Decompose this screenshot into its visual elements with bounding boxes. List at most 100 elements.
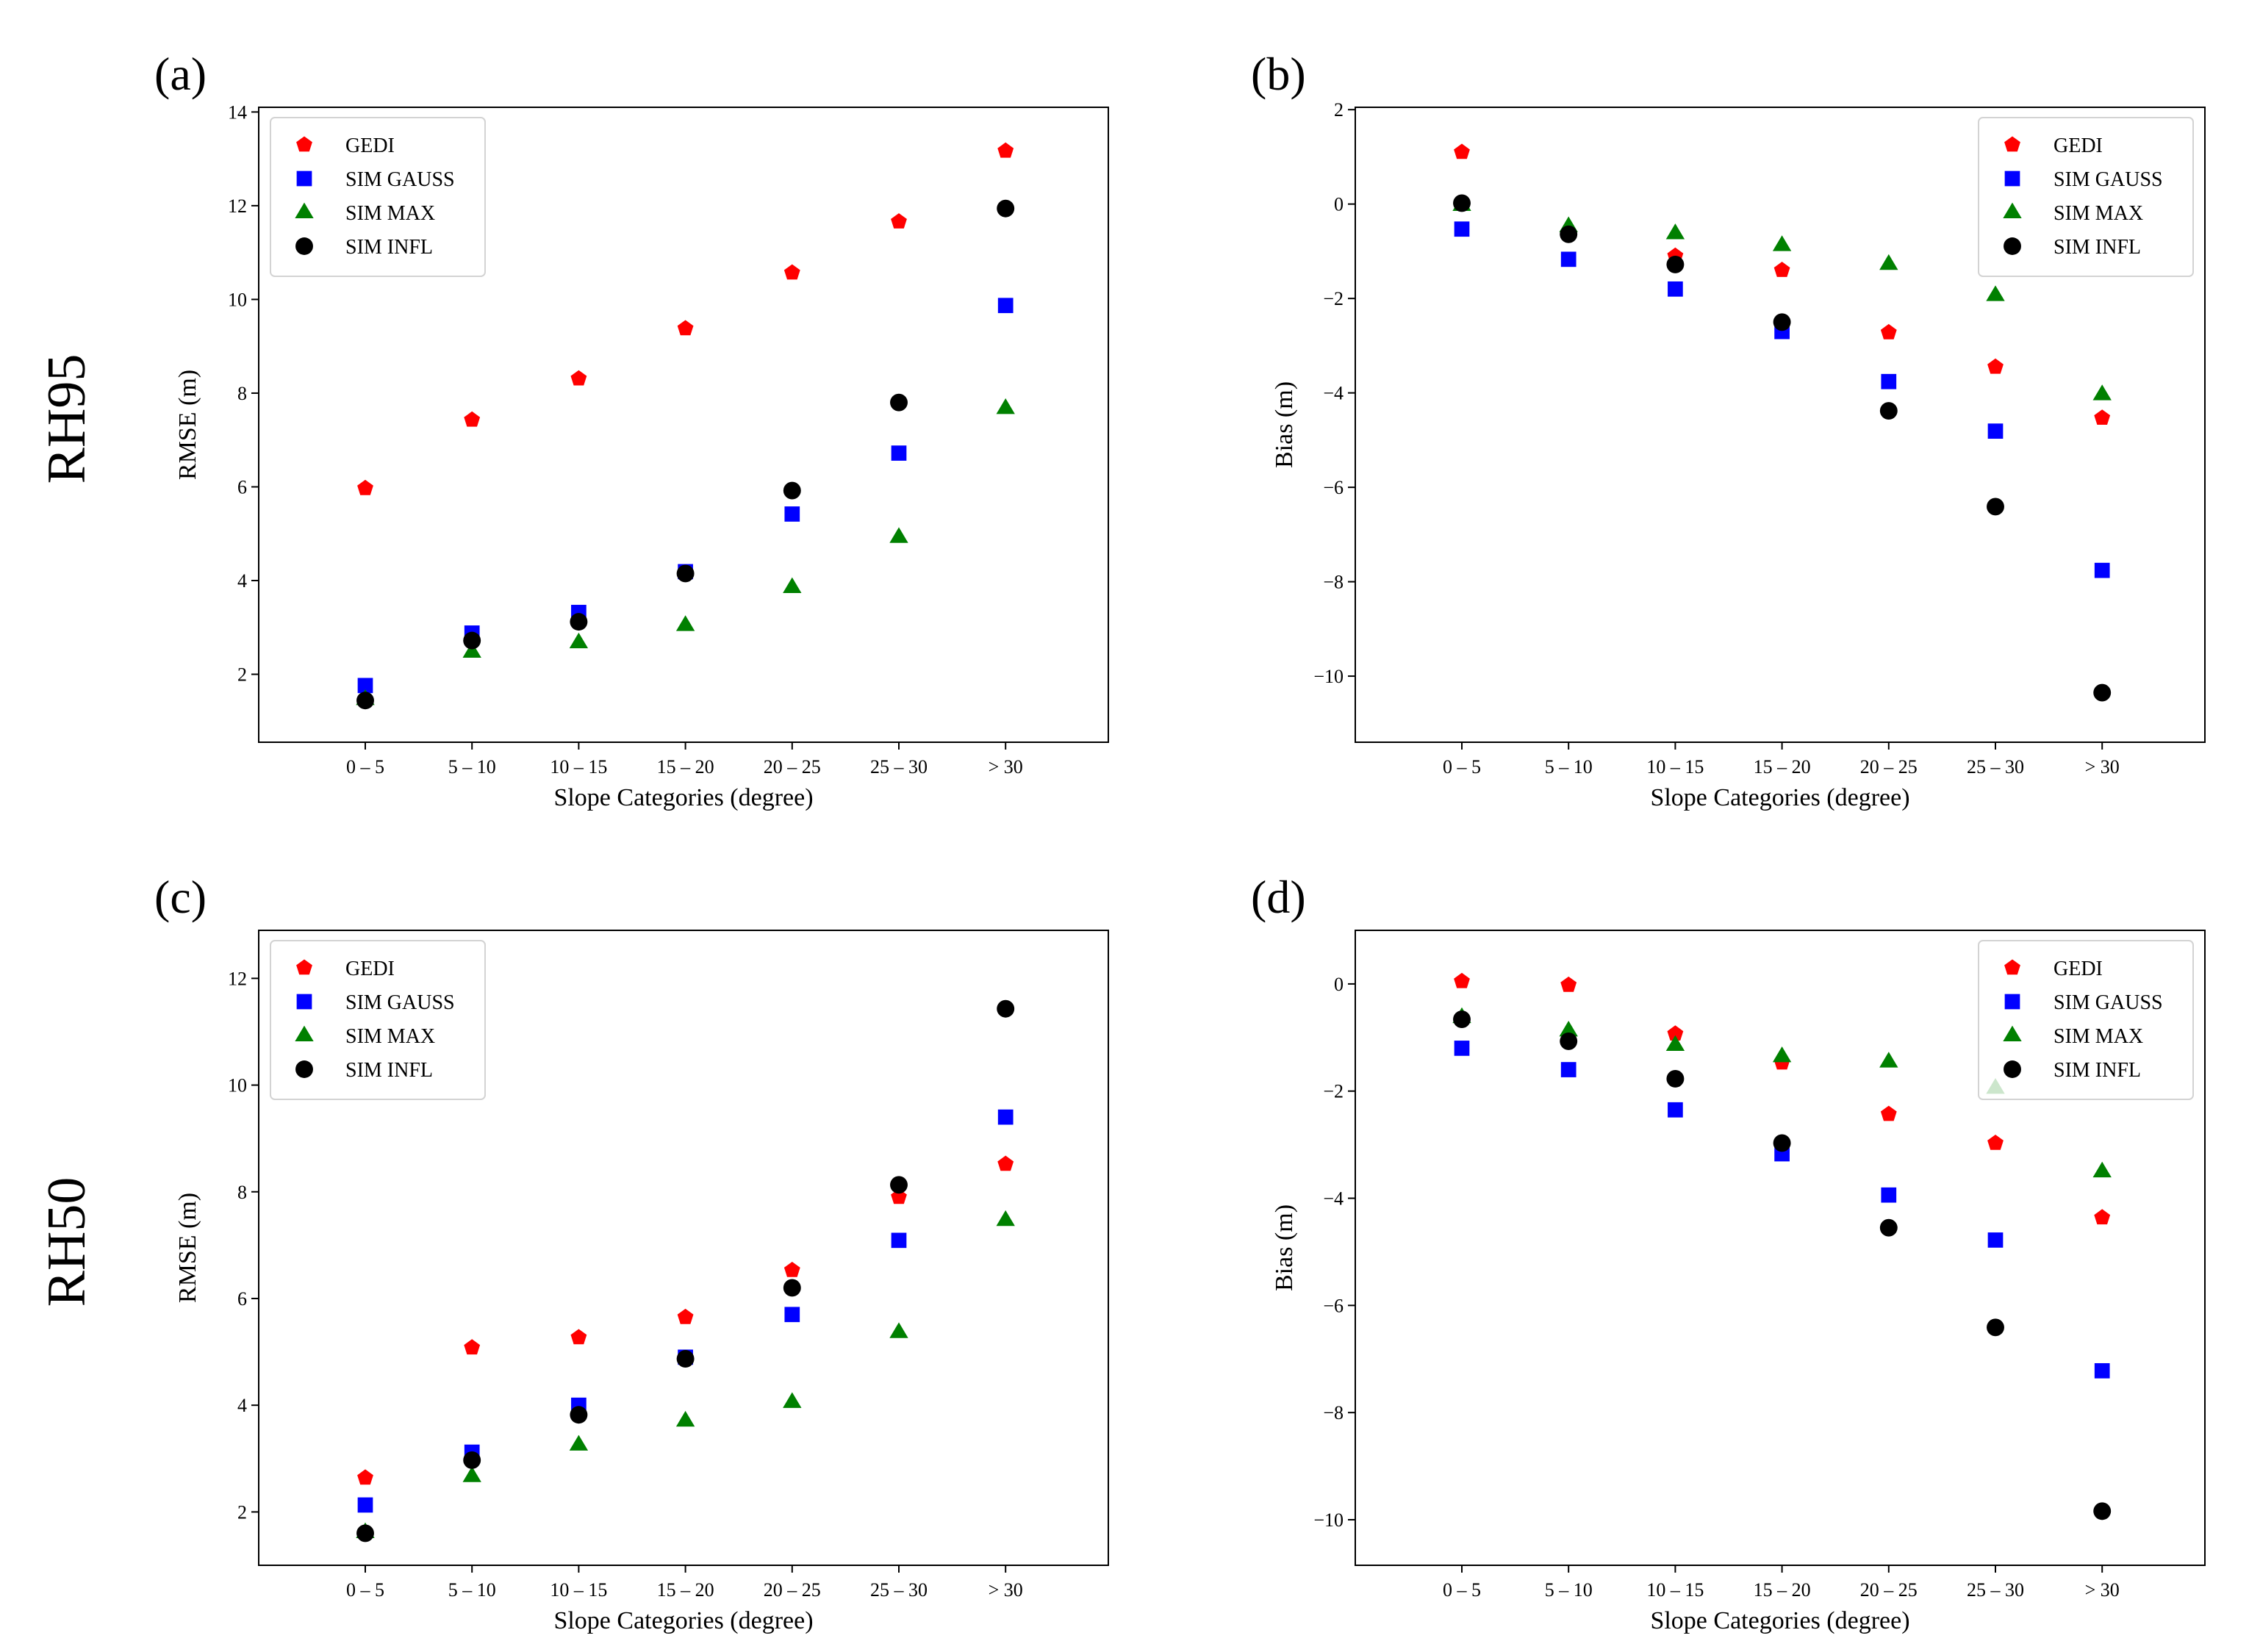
panel-c-xtick-label: > 30	[989, 1579, 1023, 1601]
panel-a-series-sim-max	[356, 398, 1015, 705]
panel-d-sim-infl-point	[1560, 1032, 1578, 1050]
panel-a-xtick-label: > 30	[989, 756, 1023, 777]
panel-b-ytick-label: 2	[1334, 99, 1344, 121]
panel-c-sim-infl-point	[997, 999, 1015, 1018]
panel-a-legend-marker-sim-infl	[295, 237, 313, 255]
panel-d: (d) −10 −8 −6 −4 −2 0 0 – 5 5 – 10 10 – 15 15 – 20…	[1251, 871, 2206, 1634]
panel-d-legend-marker-sim-gauss	[2004, 994, 2020, 1010]
panel-d-sim-max-point	[1879, 1052, 1898, 1068]
panel-b-sim-infl-point	[1453, 194, 1471, 212]
panel-b-sim-gauss-point	[1560, 251, 1577, 267]
panel-d-ytick-label: −8	[1323, 1402, 1344, 1423]
panel-d-ytick-label: −2	[1323, 1081, 1344, 1102]
panel-c-gedi-point	[997, 1155, 1014, 1171]
panel-d-ytick-label: −4	[1323, 1188, 1344, 1210]
panel-c-legend-marker-gedi	[296, 959, 312, 975]
panel-b-xtick-label: 5 – 10	[1545, 756, 1593, 777]
panel-c-sim-infl-point	[463, 1451, 481, 1469]
panel-c-series-sim-max	[356, 1210, 1015, 1538]
panel-d-legend-marker-sim-max	[2003, 1025, 2022, 1042]
panel-b-legend-label-sim-max: SIM MAX	[2053, 202, 2143, 225]
panel-a-x-axis-title: Slope Categories (degree)	[553, 784, 813, 811]
panel-b-sim-infl-point	[1987, 498, 2004, 516]
panel-c-legend-label-sim-gauss: SIM GAUSS	[345, 991, 455, 1014]
panel-b-y-axis-title: Bias (m)	[1271, 381, 1298, 468]
panel-c-ytick-label: 2	[237, 1501, 247, 1523]
panel-d-label: (d)	[1251, 871, 1306, 923]
panel-b-sim-max-point	[2092, 384, 2112, 401]
panel-b-xtick-label: 10 – 15	[1646, 756, 1704, 777]
panel-c-sim-infl-point	[570, 1406, 588, 1424]
panel-a-legend	[270, 117, 486, 277]
panel-d-xtick-label: 5 – 10	[1545, 1579, 1593, 1601]
panel-a-gedi-point	[677, 320, 694, 336]
row-label-rh95: RH95	[37, 354, 97, 484]
panel-b-sim-infl-point	[2093, 683, 2112, 702]
panel-a-series-gedi	[357, 142, 1014, 495]
panel-a-sim-infl-point	[890, 393, 908, 412]
panel-c-ytick-label: 4	[237, 1395, 247, 1416]
panel-d-axes-frame	[1355, 930, 2206, 1566]
panel-b-ytick-label: −8	[1323, 572, 1344, 593]
panel-a-sim-gauss-point	[997, 298, 1014, 314]
panel-b-sim-gauss-point	[1668, 281, 1683, 297]
panel-c-series-sim-infl	[356, 999, 1015, 1543]
panel-b-gedi-point	[1880, 323, 1897, 340]
panel-c-axes-frame	[258, 930, 1109, 1566]
panel-d-xtick-label: 15 – 20	[1754, 1579, 1811, 1601]
panel-a-sim-max-point	[783, 577, 802, 593]
panel-d-series-sim-infl	[1453, 1010, 2112, 1520]
panel-d-gedi-point	[1560, 976, 1577, 992]
panel-a-sim-infl-point	[570, 613, 588, 631]
panel-b-legend-label-sim-infl: SIM INFL	[2053, 236, 2141, 259]
panel-c-sim-gauss-point	[784, 1307, 800, 1323]
panel-a-gedi-point	[357, 479, 373, 495]
panel-b-sim-infl-point	[1560, 225, 1578, 243]
panel-d-series-sim-gauss	[1454, 1041, 2110, 1379]
panel-b-sim-infl-point	[1666, 255, 1685, 273]
panel-a-xtick-label: 5 – 10	[448, 756, 496, 777]
panel-d-legend-marker-gedi	[2004, 959, 2020, 975]
panel-a-series-sim-infl	[356, 199, 1015, 710]
panel-b-legend	[1978, 117, 2194, 277]
panel-a-legend-marker-gedi	[296, 136, 312, 152]
panel-a-y-axis-title: RMSE (m)	[174, 370, 201, 480]
panel-b-xtick-label: 15 – 20	[1754, 756, 1811, 777]
panel-c-label: (c)	[154, 871, 207, 923]
panel-d-gedi-point	[2094, 1209, 2111, 1225]
panel-a-label: (a)	[154, 48, 207, 100]
panel-b-sim-gauss-point	[1987, 423, 2004, 439]
panel-d-sim-max-point	[1772, 1046, 1792, 1063]
panel-c-ytick-label: 12	[228, 968, 247, 989]
panel-a-sim-max-point	[889, 527, 908, 543]
panel-a-sim-infl-point	[997, 199, 1015, 218]
panel-c-sim-max-point	[569, 1434, 589, 1451]
panel-d-sim-gauss-point	[1881, 1187, 1897, 1203]
panel-b-ytick-label: −10	[1313, 666, 1344, 687]
panel-a-ytick-label: 14	[228, 101, 247, 123]
panel-a-sim-gauss-point	[784, 506, 800, 522]
panel-a-sim-gauss-point	[357, 678, 373, 694]
panel-a-gedi-point	[891, 213, 907, 229]
panel-c-legend-label-sim-infl: SIM INFL	[345, 1059, 433, 1082]
panel-d-xtick-label: 20 – 25	[1860, 1579, 1918, 1601]
panel-a-sim-max-point	[462, 642, 481, 658]
panel-d-gedi-point	[1667, 1025, 1684, 1041]
panel-a-gedi-point	[997, 142, 1014, 158]
panel-c-xtick-label: 20 – 25	[764, 1579, 821, 1601]
panel-b-sim-max-point	[1772, 235, 1792, 251]
panel-d-legend-label-sim-max: SIM MAX	[2053, 1025, 2143, 1048]
panel-b-xtick-label: 0 – 5	[1443, 756, 1481, 777]
panel-b-gedi-point	[2094, 409, 2111, 425]
panel-a-sim-gauss-point	[891, 445, 907, 461]
panel-b-xtick-label: 25 – 30	[1967, 756, 2024, 777]
panel-c-legend	[270, 940, 486, 1100]
panel-b-axes-frame	[1355, 107, 2206, 743]
panel-c-sim-infl-point	[890, 1176, 908, 1194]
panel-c-ytick-label: 6	[237, 1288, 247, 1310]
panel-c-gedi-point	[570, 1329, 587, 1345]
panel-b-gedi-point	[1454, 143, 1470, 159]
panel-b-sim-infl-point	[1773, 313, 1791, 331]
